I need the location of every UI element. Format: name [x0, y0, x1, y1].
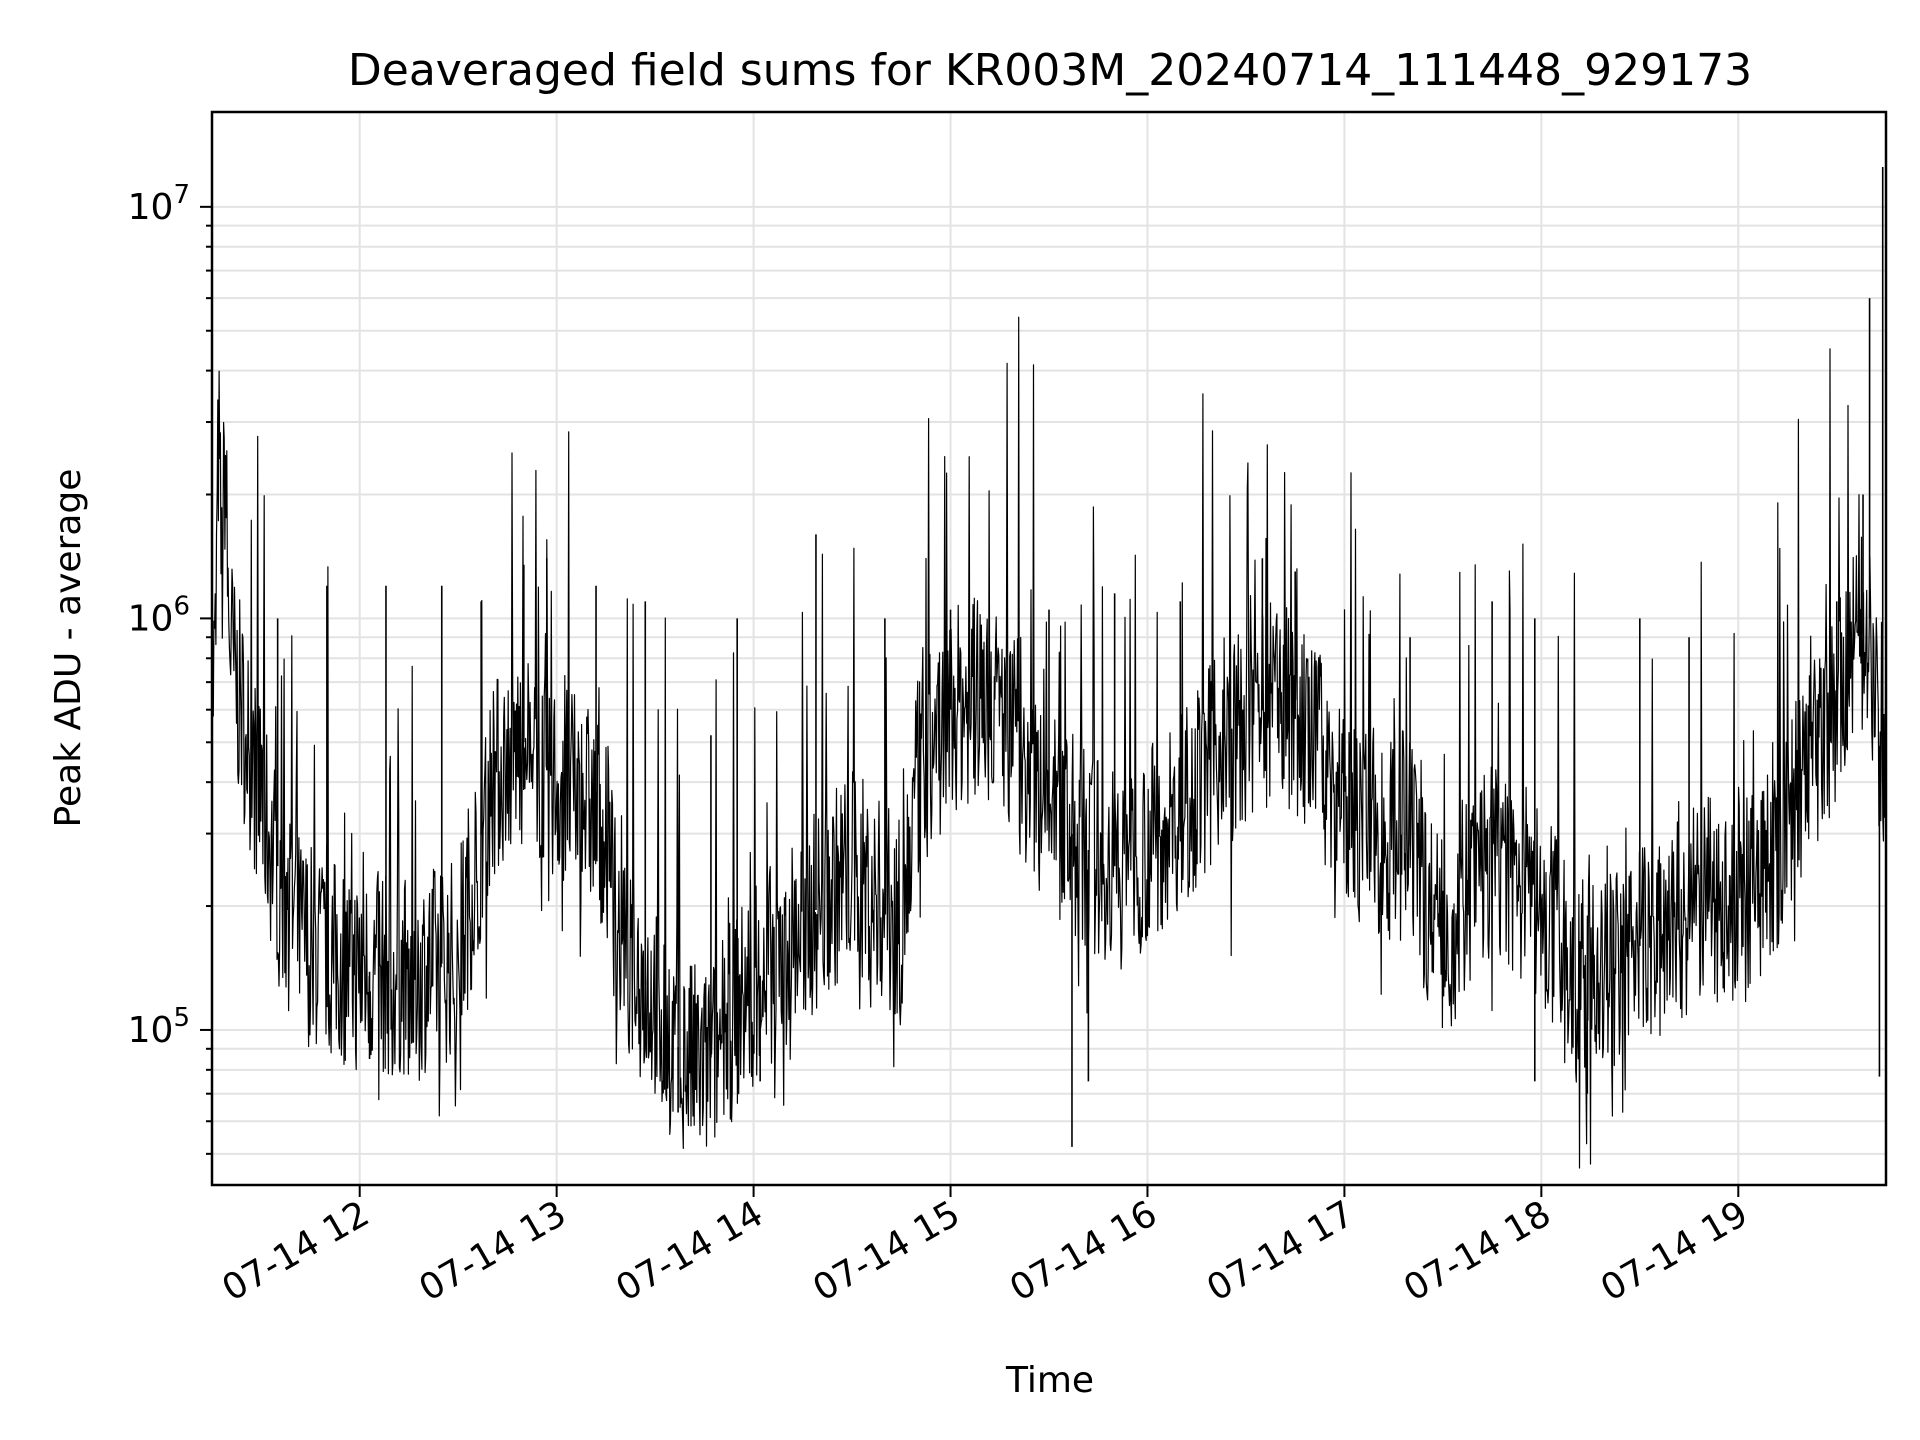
series-layer: [211, 166, 1887, 1169]
x-axis-label: Time: [1005, 1360, 1094, 1401]
series-line: [211, 316, 1887, 1169]
y-tick-label: 105: [128, 1003, 190, 1051]
y-tick-label: 106: [128, 591, 190, 639]
chart-title: Deaveraged field sums for KR003M_2024071…: [348, 45, 1752, 96]
plot-frame: [210, 110, 1888, 1187]
y-axis-label: Peak ADU - average: [48, 469, 89, 828]
y-tick-label: 107: [128, 180, 190, 228]
